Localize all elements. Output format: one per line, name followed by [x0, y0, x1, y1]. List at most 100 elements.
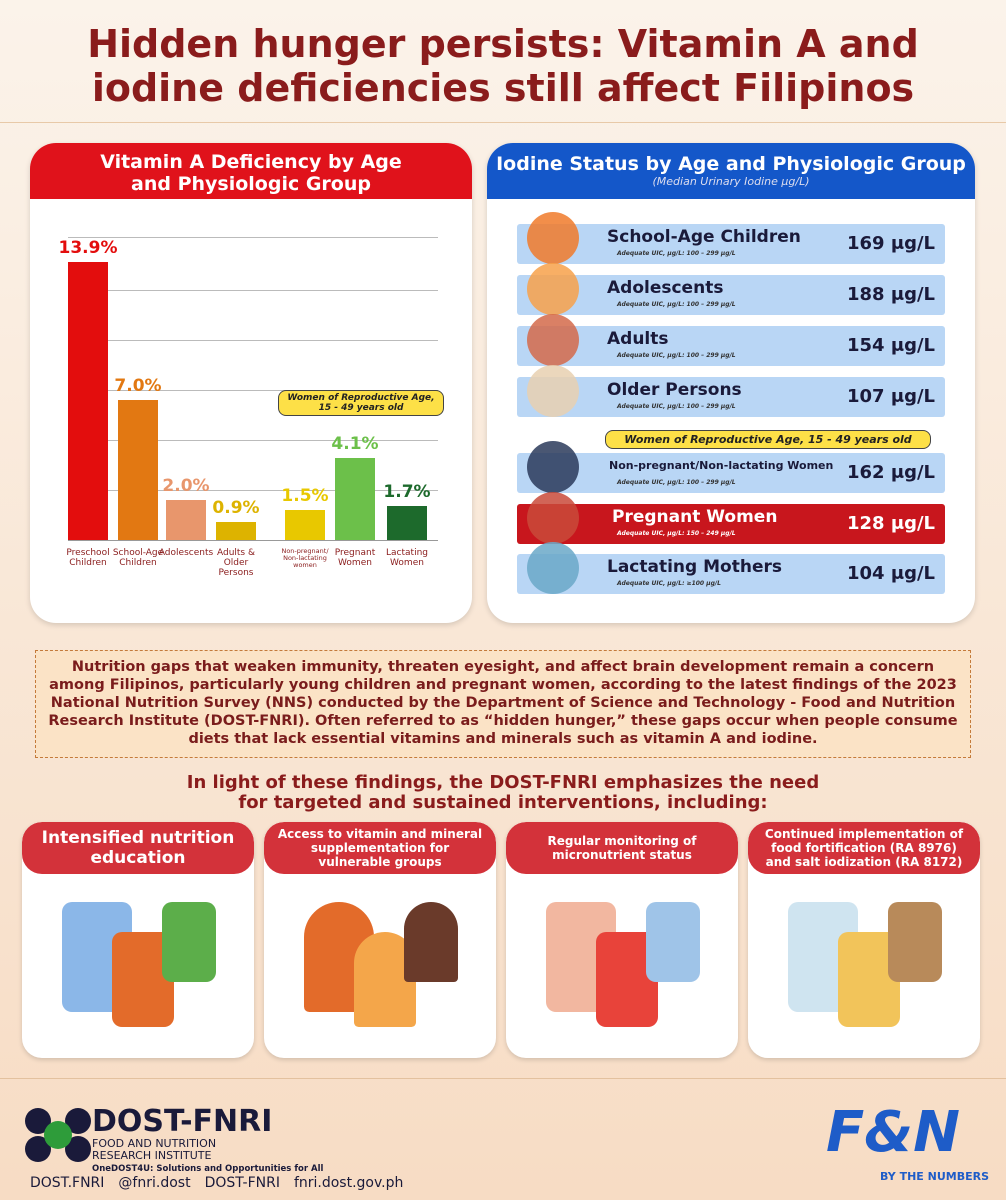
social-handle: DOST-FNRI	[204, 1175, 280, 1191]
subheading: In light of these findings, the DOST-FNR…	[186, 772, 820, 813]
row-name: Adolescents	[607, 278, 724, 298]
iodine-row: Lactating Mothers Adequate UIC, μg/L: ≥10…	[517, 554, 945, 594]
iodine-row: Older Persons Adequate UIC, μg/L: 100 – 2…	[517, 377, 945, 417]
row-name: Adults	[607, 329, 669, 349]
row-value: 107 μg/L	[846, 386, 935, 407]
value-label: 13.9%	[58, 238, 118, 258]
illustration	[162, 902, 216, 982]
bar	[387, 506, 427, 540]
icon	[527, 263, 579, 315]
institute: FOOD AND NUTRITION RESEARCH INSTITUTE	[92, 1137, 217, 1162]
annotation: Women of Reproductive Age, 15 - 49 years…	[605, 430, 931, 449]
iodine-row: Adolescents Adequate UIC, μg/L: 100 – 299…	[517, 275, 945, 315]
baseline	[68, 540, 438, 541]
grid-line	[68, 490, 438, 491]
bar	[166, 500, 206, 540]
icon	[527, 542, 579, 594]
x-tick-label: Pregnant Women	[334, 548, 376, 568]
iodine-panel: Iodine Status by Age and Physiologic Gro…	[487, 143, 975, 623]
icon	[527, 212, 579, 264]
value-label: 2.0%	[162, 476, 210, 496]
card: Continued implementation of food fortifi…	[748, 822, 980, 1058]
icon	[527, 314, 579, 366]
logo-text: DOST-FNRI	[92, 1104, 273, 1139]
card-title: Regular monitoring of micronutrient stat…	[506, 822, 738, 874]
icon	[527, 492, 579, 544]
row-value: 169 μg/L	[846, 233, 935, 254]
x-tick-label: Adolescents	[158, 548, 214, 558]
icon	[527, 365, 579, 417]
bar	[285, 510, 325, 540]
grid-line	[68, 440, 438, 441]
x-tick-label: School-Age Children	[112, 548, 164, 568]
row-value: 162 μg/L	[846, 462, 935, 483]
vitamin-a-panel: Vitamin A Deficiency by Age and Physiolo…	[30, 143, 472, 623]
row-name: Non-pregnant/Non-lactating Women	[609, 459, 834, 472]
grid-line	[68, 390, 438, 391]
logo-mark	[25, 1108, 91, 1162]
iodine-row: School-Age Children Adequate UIC, μg/L: 1…	[517, 224, 945, 264]
illustration	[888, 902, 942, 982]
rows: School-Age Children Adequate UIC, μg/L: 1…	[487, 143, 975, 623]
row-value: 154 μg/L	[846, 335, 935, 356]
row-name: Lactating Mothers	[607, 557, 782, 577]
brand: F&N	[826, 1100, 960, 1165]
value-label: 1.5%	[281, 486, 329, 506]
row-value: 188 μg/L	[846, 284, 935, 305]
bar	[216, 522, 256, 540]
brand-sub: BY THE NUMBERS	[880, 1170, 990, 1183]
row-value: 104 μg/L	[846, 563, 935, 584]
card: Regular monitoring of micronutrient stat…	[506, 822, 738, 1058]
annotation: Women of Reproductive Age, 15 - 49 years…	[278, 390, 444, 416]
title: Hidden hunger persists: Vitamin A and io…	[87, 22, 919, 110]
social-handle: fnri.dost.gov.ph	[293, 1175, 404, 1191]
bar	[118, 400, 158, 540]
grid-line	[68, 290, 438, 291]
panel-subtitle: (Median Urinary Iodine μg/L)	[652, 175, 810, 188]
iodine-row: Pregnant Women Adequate UIC, μg/L: 150 – …	[517, 504, 945, 544]
row-value: 128 μg/L	[846, 513, 935, 534]
value-label: 0.9%	[212, 498, 260, 518]
card: Access to vitamin and mineral supplement…	[264, 822, 496, 1058]
row-note: Adequate UIC, μg/L: 100 – 299 μg/L	[617, 403, 736, 410]
panel-title: Vitamin A Deficiency by Age and Physiolo…	[30, 143, 472, 199]
row-name: Older Persons	[607, 380, 742, 400]
bar	[68, 262, 108, 540]
rule	[0, 1078, 1006, 1079]
card-title: Continued implementation of food fortifi…	[748, 822, 980, 874]
row-note: Adequate UIC, μg/L: 150 – 249 μg/L	[617, 530, 736, 537]
socials: DOST.FNRI @fnri.dost DOST-FNRI fnri.dost.go…	[30, 1175, 403, 1191]
row-note: Adequate UIC, μg/L: 100 – 299 μg/L	[617, 352, 736, 359]
value-label: 4.1%	[331, 434, 379, 454]
bar	[335, 458, 375, 540]
row-note: Adequate UIC, μg/L: 100 – 299 μg/L	[617, 301, 736, 308]
card-title: Intensified nutrition education	[22, 822, 254, 874]
rule	[0, 122, 1006, 123]
iodine-row: Non-pregnant/Non-lactating Women Adequate…	[517, 453, 945, 493]
social-handle: @fnri.dost	[118, 1175, 191, 1191]
grid-line	[68, 340, 438, 341]
card: Intensified nutrition education	[22, 822, 254, 1058]
row-note: Adequate UIC, μg/L: 100 – 299 μg/L	[617, 479, 736, 486]
card-title: Access to vitamin and mineral supplement…	[264, 822, 496, 874]
panel-header: Iodine Status by Age and Physiologic Gro…	[487, 143, 975, 199]
x-tick-label: Adults & Older Persons	[216, 548, 255, 578]
paragraph: Nutrition gaps that weaken immunity, thr…	[35, 650, 971, 758]
row-name: School-Age Children	[607, 227, 801, 247]
row-note: Adequate UIC, μg/L: 100 – 299 μg/L	[617, 250, 736, 257]
row-name: Pregnant Women	[612, 507, 778, 527]
x-tick-label: Preschool Children	[66, 548, 110, 568]
illustration	[404, 902, 458, 982]
row-note: Adequate UIC, μg/L: ≥100 μg/L	[617, 580, 721, 587]
iodine-row: Adults Adequate UIC, μg/L: 100 – 299 μg/L…	[517, 326, 945, 366]
panel-title: Iodine Status by Age and Physiologic Gro…	[496, 153, 966, 175]
illustration	[646, 902, 700, 982]
x-tick-label: Lactating Women	[386, 548, 428, 568]
value-label: 7.0%	[114, 376, 162, 396]
value-label: 1.7%	[383, 482, 431, 502]
chart: 13.9% Preschool Children 7.0% School-Age Ch…	[30, 143, 472, 623]
social-handle: DOST.FNRI	[30, 1175, 105, 1191]
x-tick-label: Non-pregnant/ Non-lactating women	[281, 547, 329, 569]
grid-line	[68, 237, 438, 238]
